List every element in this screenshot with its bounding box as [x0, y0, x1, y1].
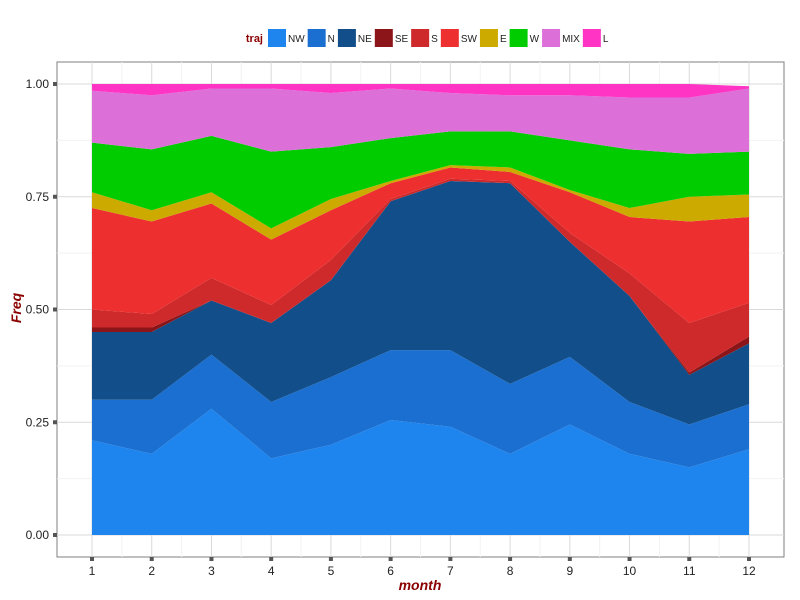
- x-tick-mark: [90, 557, 94, 561]
- y-tick-mark: [53, 82, 57, 86]
- area-l: [92, 84, 749, 98]
- x-axis-title: month: [399, 577, 442, 593]
- x-tick-label: 7: [447, 564, 454, 578]
- legend-label-se: SE: [395, 34, 409, 45]
- area-series-group: [92, 84, 749, 535]
- x-axis: 1 2 3 4 5 6 7 8 9 10 11 12: [89, 557, 756, 578]
- x-tick-label: 10: [623, 564, 637, 578]
- legend-key-l: [582, 29, 601, 47]
- x-tick-mark: [747, 557, 751, 561]
- x-tick-mark: [627, 557, 632, 561]
- area-mix: [92, 88, 749, 154]
- y-tick-label: 0.25: [26, 415, 50, 429]
- area-e: [92, 165, 749, 240]
- x-tick-mark: [448, 557, 453, 561]
- y-axis-title: Freq: [8, 292, 24, 323]
- area-sw: [92, 167, 749, 324]
- legend-key-n: [307, 29, 326, 47]
- legend-key-e: [479, 29, 498, 47]
- legend-key-ne: [337, 29, 356, 47]
- x-tick-mark: [328, 557, 333, 561]
- y-tick-label: 1.00: [26, 77, 50, 91]
- x-tick-label: 8: [507, 564, 514, 578]
- x-tick-mark: [149, 557, 154, 561]
- legend-label-s: S: [431, 34, 438, 45]
- x-tick-label: 9: [566, 564, 573, 578]
- y-tick-mark: [53, 307, 57, 312]
- x-tick-mark: [209, 557, 214, 561]
- legend-label-n: N: [328, 34, 335, 45]
- x-tick-label: 5: [328, 564, 335, 578]
- legend-title: traj: [246, 33, 263, 45]
- y-tick-label: 0.00: [26, 528, 50, 542]
- x-tick-mark: [388, 557, 393, 561]
- x-tick-mark: [269, 557, 274, 561]
- x-tick-label: 6: [387, 564, 394, 578]
- legend-key-se: [374, 29, 393, 47]
- y-axis: 0.00 0.25 0.50 0.75 1.00: [26, 77, 57, 542]
- y-tick-label: 0.75: [26, 190, 50, 204]
- area-s: [92, 178, 749, 373]
- legend-label-e: E: [500, 34, 507, 45]
- y-tick-mark: [53, 533, 57, 537]
- y-tick-mark: [53, 420, 57, 425]
- legend-label-ne: NE: [358, 34, 372, 45]
- legend: traj NW N NE SE S SW E W MIX L: [246, 29, 609, 47]
- legend-label-w: W: [530, 34, 540, 45]
- x-tick-label: 4: [268, 564, 275, 578]
- x-tick-mark: [508, 557, 513, 561]
- legend-label-sw: SW: [461, 34, 478, 45]
- legend-key-mix: [542, 29, 561, 47]
- x-tick-label: 3: [208, 564, 215, 578]
- x-tick-label: 2: [148, 564, 155, 578]
- x-tick-label: 11: [683, 564, 696, 578]
- y-tick-label: 0.50: [26, 303, 50, 317]
- legend-label-nw: NW: [288, 34, 305, 45]
- legend-label-mix: MIX: [562, 34, 580, 45]
- legend-key-sw: [440, 29, 459, 47]
- legend-key-w: [509, 29, 528, 47]
- legend-key-nw: [268, 29, 286, 47]
- area-ne: [92, 180, 749, 425]
- legend-label-l: L: [603, 34, 609, 45]
- area-n: [92, 350, 749, 468]
- area-nw: [92, 408, 749, 535]
- legend-key-s: [411, 29, 430, 47]
- x-tick-mark: [567, 557, 572, 561]
- x-tick-label: 1: [89, 564, 96, 578]
- area-w: [92, 131, 749, 229]
- y-tick-mark: [53, 194, 57, 199]
- x-tick-mark: [687, 557, 692, 561]
- x-tick-label: 12: [742, 564, 756, 578]
